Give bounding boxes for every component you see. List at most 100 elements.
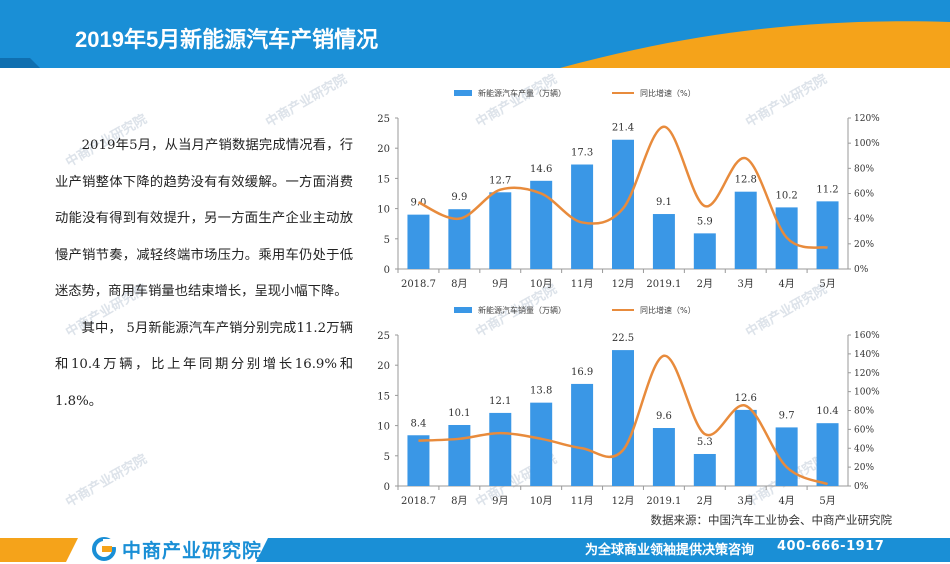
chart-legend: 新能源汽车销量（万辆） 同比增速（%）: [454, 305, 696, 315]
y-tick-label: 5: [384, 452, 390, 463]
x-tick-label: 4月: [778, 278, 794, 290]
x-tick-label: 10月: [530, 495, 553, 507]
x-tick-label: 11月: [571, 495, 594, 507]
bar-data-label: 10.1: [448, 408, 470, 419]
growth-line: [417, 125, 828, 249]
x-tick-label: 2月: [697, 495, 713, 507]
x-tick-label: 12月: [612, 495, 635, 507]
legend-line-label: 同比增速（%）: [640, 88, 696, 98]
x-tick-label: 2019.1: [646, 496, 681, 507]
bar: [571, 383, 594, 486]
bar-data-label: 9.1: [656, 197, 672, 208]
bar-data-label: 21.4: [612, 123, 634, 134]
bar: [816, 423, 839, 486]
x-tick-label: 5月: [819, 278, 835, 290]
bar: [612, 139, 634, 269]
y-tick-label: 15: [377, 174, 390, 185]
paragraph-2: 其中， 5月新能源汽车产销分别完成11.2万辆和10.4万辆，比上年同期分别增长…: [55, 320, 353, 409]
analysis-text: 2019年5月，从当月产销数据完成情况看，行业产销整体下降的趋势没有有效缓解。一…: [55, 128, 353, 420]
y-tick-label: 10: [377, 422, 390, 433]
growth-line: [418, 354, 829, 486]
footer-slogan: 为全球商业领袖提供决策咨询: [585, 543, 755, 558]
paragraph-1: 2019年5月，从当月产销数据完成情况看，行业产销整体下降的趋势没有有效缓解。一…: [55, 138, 353, 299]
x-tick-label: 2018.7: [401, 496, 436, 507]
bar: [407, 435, 430, 486]
y-tick-label: 10: [377, 205, 390, 216]
legend-bar-label: 新能源汽车产量（万辆）: [478, 88, 566, 98]
legend-bar-swatch: [454, 307, 472, 313]
watermark: 中商产业研究院: [263, 71, 350, 131]
y2-tick-label: 20%: [854, 240, 874, 250]
x-tick-label: 2018.7: [401, 279, 436, 290]
x-tick-label: 10月: [530, 278, 553, 290]
bar: [734, 409, 757, 486]
bar: [612, 350, 634, 486]
sales-chart-svg: 新能源汽车销量（万辆） 同比增速（%） 0 5 10 15 20 25 0% 20% 40% 60% 8…: [377, 305, 880, 507]
brand-logo-icon: [92, 537, 116, 561]
bar: [652, 214, 675, 269]
header-background: [0, 0, 950, 68]
y2-tick-label: 40%: [854, 444, 874, 454]
bar-data-label: 13.8: [530, 386, 552, 397]
bar-data-label: 9.7: [779, 410, 795, 421]
bar-data-label: 11.2: [816, 184, 838, 195]
bar-data-label: 16.9: [571, 367, 593, 378]
bar-data-label: 9.9: [451, 192, 467, 203]
x-tick-label: 12月: [612, 278, 635, 290]
watermark: 中商产业研究院: [63, 451, 150, 511]
y2-tick-label: 140%: [854, 350, 880, 360]
bar-data-label: 12.6: [735, 393, 757, 404]
y2-tick-label: 80%: [854, 407, 874, 417]
y2-tick-label: 80%: [854, 164, 874, 174]
x-tick-label: 5月: [819, 495, 835, 507]
y2-tick-label: 60%: [854, 190, 874, 200]
bar: [571, 164, 594, 269]
chart-legend: 新能源汽车产量（万辆） 同比增速（%）: [454, 88, 696, 98]
bar-data-label: 5.9: [697, 216, 713, 227]
production-chart: 新能源汽车产量（万辆） 同比增速（%） 0 5 10 15 20 25 0% 20% 40% 60% 8…: [360, 80, 900, 295]
bar: [734, 191, 757, 269]
bar-data-label: 22.5: [612, 333, 634, 344]
legend-line-label: 同比增速（%）: [640, 305, 696, 315]
bar: [530, 402, 553, 486]
y2-tick-label: 120%: [854, 369, 880, 379]
y-tick-label: 0: [384, 482, 390, 493]
brand: 中商产业研究院: [92, 535, 262, 563]
x-tick-label: 4月: [778, 495, 794, 507]
y2-tick-label: 160%: [854, 331, 880, 341]
header-banner: 2019年5月新能源汽车产销情况: [0, 0, 950, 68]
bar-data-label: 12.1: [489, 396, 511, 407]
y2-tick-label: 120%: [854, 114, 880, 124]
y2-tick-label: 20%: [854, 463, 874, 473]
sales-chart: 新能源汽车销量（万辆） 同比增速（%） 0 5 10 15 20 25 0% 20% 40% 60% 8…: [360, 297, 900, 512]
y-tick-label: 0: [384, 265, 390, 276]
x-tick-label: 9月: [492, 278, 508, 290]
bar-data-label: 10.2: [776, 190, 798, 201]
y-tick-label: 25: [377, 331, 390, 342]
y2-tick-label: 0%: [854, 482, 869, 492]
x-tick-label: 11月: [571, 278, 594, 290]
x-tick-label: 8月: [451, 278, 467, 290]
y2-tick-label: 100%: [854, 388, 880, 398]
y-tick-label: 20: [377, 361, 390, 372]
bar: [407, 214, 430, 269]
y2-tick-label: 40%: [854, 215, 874, 225]
x-tick-label: 3月: [738, 278, 754, 290]
bar-data-label: 12.8: [735, 175, 757, 186]
legend-bar-swatch: [454, 90, 472, 96]
y-tick-label: 25: [377, 114, 390, 125]
data-source: 数据来源：中国汽车工业协会、中商产业研究院: [650, 513, 893, 527]
bar: [489, 192, 512, 269]
bar: [489, 412, 512, 486]
x-tick-label: 9月: [492, 495, 508, 507]
bar: [448, 209, 471, 269]
y-tick-label: 5: [384, 235, 390, 246]
x-tick-label: 8月: [451, 495, 467, 507]
bar-data-label: 10.4: [816, 406, 838, 417]
bar-data-label: 9.6: [656, 411, 672, 422]
bar-data-label: 17.3: [571, 148, 593, 159]
bar: [530, 180, 553, 269]
brand-name: 中商产业研究院: [122, 540, 263, 562]
bar-data-label: 12.7: [489, 175, 511, 186]
y2-tick-label: 100%: [854, 139, 880, 149]
